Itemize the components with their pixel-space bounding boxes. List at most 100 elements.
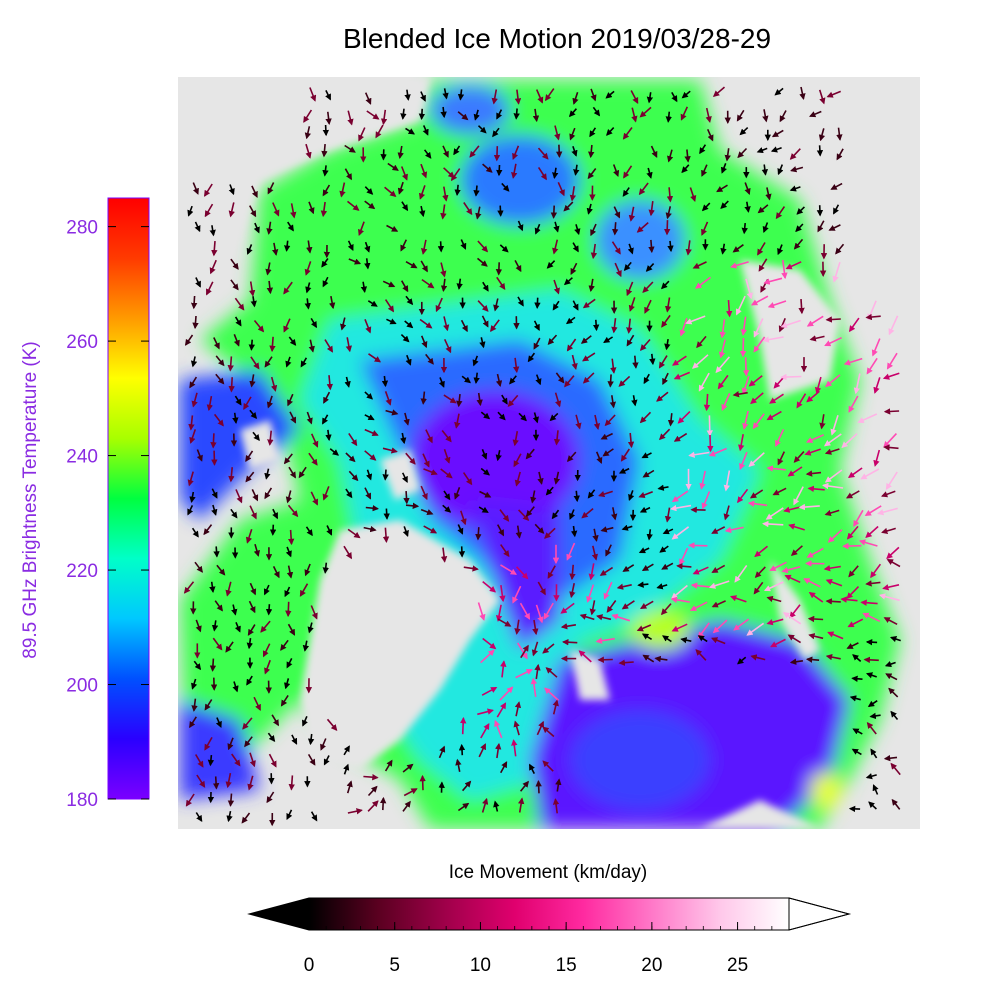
ice-motion-arrow [610, 374, 611, 386]
ice-motion-arrow [809, 619, 823, 620]
ice-motion-arrow [462, 745, 463, 755]
ice-motion-arrow [386, 509, 387, 519]
ice-motion-arrow [670, 241, 671, 251]
movement-tick-label: 15 [556, 955, 577, 976]
movement-tick-label: 10 [470, 955, 491, 976]
ice-motion-arrow [325, 563, 326, 573]
ice-motion-arrow [537, 298, 538, 308]
ice-motion-arrow [867, 642, 877, 643]
ice-motion-arrow [639, 584, 649, 585]
ice-motion-arrow [885, 411, 899, 412]
ice-motion-arrow [559, 145, 560, 157]
ice-motion-arrow [384, 376, 385, 386]
movement-tick-label: 20 [641, 955, 662, 976]
ice-motion-arrow [287, 241, 288, 251]
movement-colorbar-label: Ice Movement (km/day) [449, 862, 648, 883]
temperature-tick-label: 280 [66, 218, 98, 239]
ice-motion-arrow [707, 394, 708, 410]
ice-motion-arrow [326, 125, 327, 135]
ice-motion-arrow [500, 206, 501, 216]
ice-motion-arrow [288, 602, 289, 616]
movement-tick-label: 0 [304, 955, 315, 976]
ice-motion-arrow [651, 240, 652, 252]
ice-motion-arrow [457, 185, 458, 195]
temperature-colorbar-label: 89.5 GHz Brightness Temperature (K) [20, 341, 41, 659]
ice-motion-arrow [214, 241, 215, 255]
ice-motion-arrow [865, 660, 879, 661]
ice-motion-arrow [807, 659, 819, 660]
ice-motion-arrow [231, 794, 232, 806]
ice-motion-arrow [620, 662, 634, 663]
ice-motion-arrow [213, 433, 214, 447]
movement-colorbar-under-triangle [249, 898, 309, 930]
ice-motion-arrow [194, 296, 195, 308]
ice-motion-arrow [729, 300, 730, 316]
ice-motion-arrow [269, 604, 270, 614]
temperature-tick-label: 200 [66, 676, 98, 697]
ice-motion-arrow [499, 165, 500, 175]
ice-motion-arrow [383, 798, 384, 810]
ice-motion-arrow [324, 144, 325, 156]
ice-motion-arrow [652, 354, 653, 364]
ice-motion-arrow [677, 566, 691, 567]
ice-motion-arrow [441, 241, 442, 251]
ice-motion-arrow [497, 146, 498, 160]
ice-patch-north-2 [595, 200, 685, 280]
ice-motion-arrow [195, 316, 196, 328]
ice-motion-arrow [210, 755, 211, 765]
ice-patch-north-3 [430, 85, 510, 135]
ice-motion-arrow [827, 319, 841, 320]
ice-motion-arrow [406, 505, 418, 506]
ice-motion-arrow [273, 525, 274, 535]
ice-motion-arrow [463, 718, 464, 734]
ice-motion-arrow [635, 356, 636, 368]
ice-motion-arrow [363, 777, 377, 778]
ice-motion-arrow [554, 206, 555, 218]
ice-motion-arrow [216, 546, 217, 556]
temperature-colorbar-fill [108, 198, 149, 799]
ice-motion-arrow [291, 530, 292, 544]
ice-motion-arrow [710, 435, 711, 451]
ice-motion-arrow [801, 299, 802, 313]
ice-motion-arrow [231, 377, 232, 391]
ice-motion-arrow [291, 775, 292, 789]
ice-motion-arrow [478, 527, 479, 539]
ice-motion-arrow [709, 415, 710, 435]
temperature-tick-label: 240 [66, 447, 98, 468]
ice-motion-arrow [781, 377, 801, 378]
ice-motion-arrow [385, 470, 386, 480]
temperature-tick-label: 260 [66, 332, 98, 353]
ice-motion-arrow [689, 545, 707, 546]
ice-motion-arrow [476, 186, 477, 196]
warm-ice-patch-2 [810, 772, 840, 808]
ice-motion-arrow [746, 357, 747, 375]
ice-motion-arrow [576, 491, 577, 501]
ice-motion-arrow [272, 337, 273, 351]
ice-motion-arrow [406, 491, 407, 503]
ice-motion-arrow [230, 356, 231, 370]
ocean-swirl [570, 710, 710, 810]
movement-colorbar-over-triangle [789, 898, 849, 930]
ice-motion-arrow [615, 222, 616, 234]
ice-motion-arrow [596, 320, 597, 330]
ice-motion-arrow [422, 109, 423, 119]
ice-motion-arrow [216, 776, 217, 788]
ice-motion-arrow [499, 262, 500, 274]
ice-motion-arrow [820, 145, 821, 155]
sea-ice-map [178, 77, 920, 829]
movement-tick-label: 5 [389, 955, 400, 976]
ice-motion-arrow [213, 659, 214, 671]
ice-motion-arrow [843, 546, 861, 547]
ice-motion-arrow [423, 776, 424, 790]
ice-motion-arrow [827, 601, 841, 602]
ice-motion-arrow [516, 109, 517, 119]
ice-motion-arrow [538, 781, 539, 793]
temperature-tick-label: 220 [66, 561, 98, 582]
ice-motion-arrow [744, 223, 745, 233]
ice-motion-arrow [251, 340, 252, 350]
ice-motion-arrow [853, 678, 863, 679]
